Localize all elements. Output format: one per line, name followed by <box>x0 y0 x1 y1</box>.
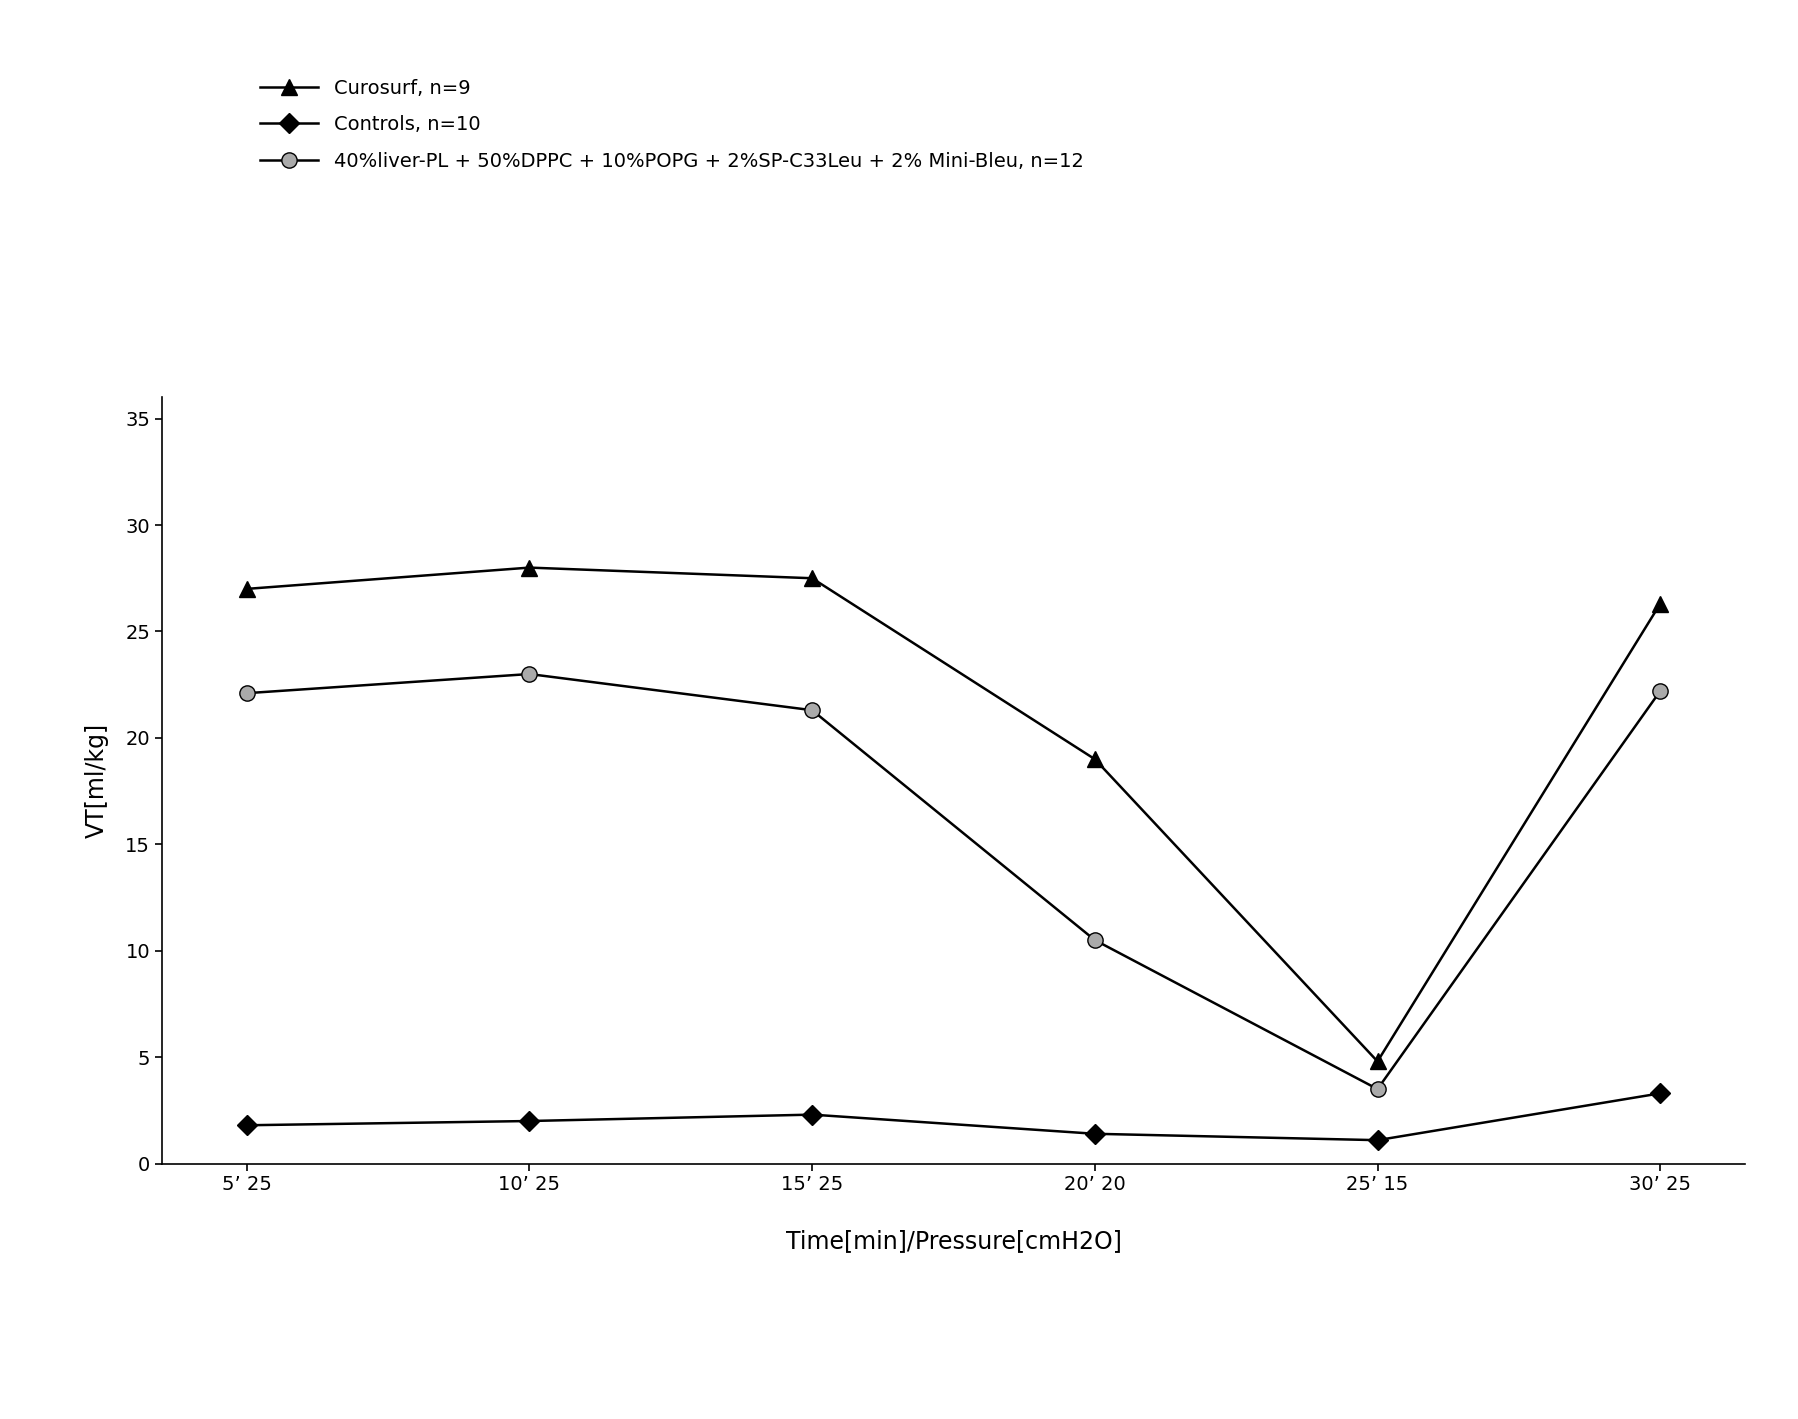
Legend: Curosurf, n=9, Controls, n=10, 40%liver-PL + 50%DPPC + 10%POPG + 2%SP-C33Leu + 2: Curosurf, n=9, Controls, n=10, 40%liver-… <box>252 71 1091 179</box>
Y-axis label: VT[ml/kg]: VT[ml/kg] <box>85 722 108 839</box>
X-axis label: Time[min]/Pressure[cmH2O]: Time[min]/Pressure[cmH2O] <box>786 1229 1120 1253</box>
